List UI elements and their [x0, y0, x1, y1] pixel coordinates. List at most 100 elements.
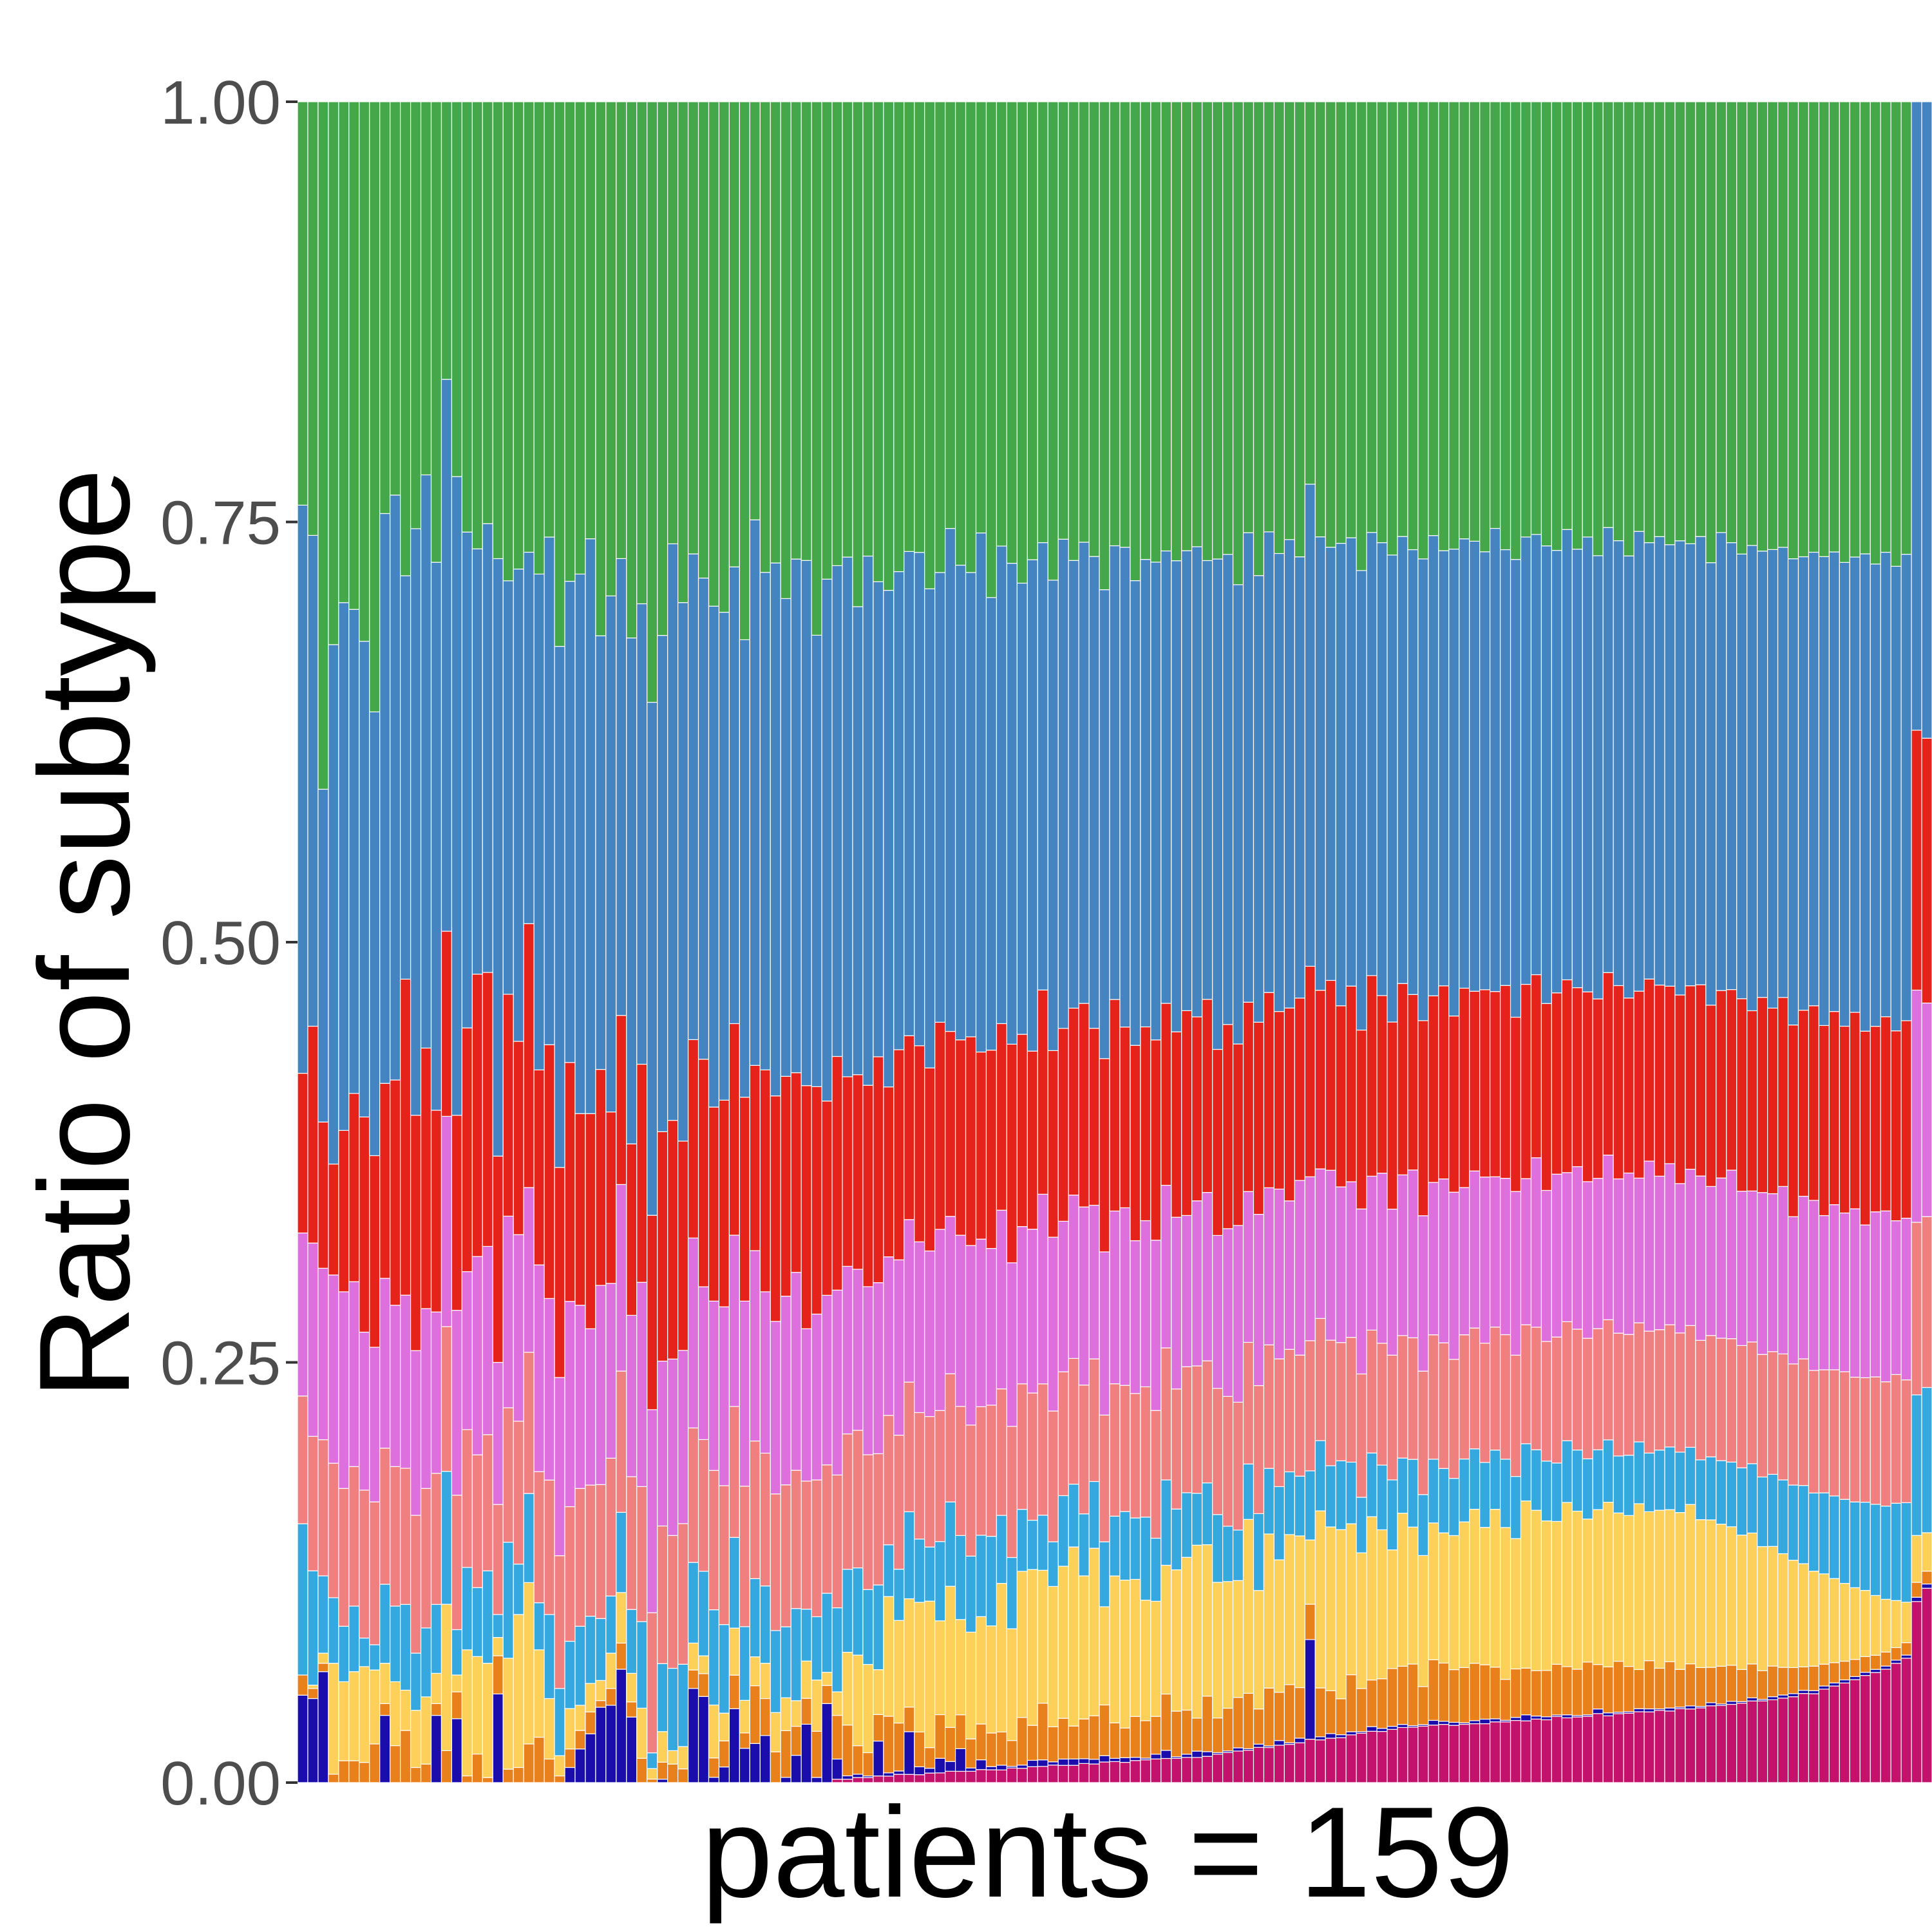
bar-segment-77-9: [1088, 101, 1100, 557]
bar-segment-40-3: [708, 1704, 720, 1759]
bar-segment-157-2: [1911, 1582, 1922, 1598]
bar-segment-64-1: [954, 1748, 967, 1772]
bar-segment-152-4: [1859, 1501, 1871, 1591]
bar-segment-112-9: [1448, 101, 1460, 550]
bar-segment-28-7: [585, 1113, 596, 1329]
bar-segment-91-5: [1232, 1401, 1244, 1531]
bar-segment-152-5: [1859, 1377, 1871, 1503]
bar-segment-130-4: [1633, 1441, 1645, 1504]
bar-segment-27-1: [574, 1748, 586, 1783]
bar-segment-144-4: [1777, 1479, 1789, 1555]
bar-segment-21-4: [513, 1564, 524, 1615]
bar-segment-27-4: [574, 1625, 586, 1706]
bar-segment-153-5: [1870, 1376, 1881, 1505]
bar-segment-88-6: [1202, 1192, 1213, 1361]
bar-segment-113-9: [1459, 101, 1470, 540]
bar-segment-70-6: [1016, 1226, 1028, 1385]
bar-segment-155-9: [1890, 101, 1902, 567]
bar-segment-77-3: [1088, 1548, 1100, 1716]
bar-segment-29-2: [595, 1700, 607, 1708]
bar-segment-75-2: [1068, 1725, 1079, 1760]
bar-segment-20-8: [502, 580, 514, 995]
bar-segment-127-0: [1602, 1715, 1614, 1783]
bar-segment-154-8: [1880, 551, 1891, 1018]
bar-segment-20-3: [502, 1658, 514, 1770]
bar-segment-116-0: [1490, 1721, 1501, 1783]
y-axis-title: Ratio of subtype: [13, 468, 156, 1399]
bar-segment-105-7: [1376, 995, 1388, 1174]
bar-segment-19-2: [492, 1655, 504, 1694]
bar-segment-76-9: [1078, 101, 1090, 543]
bar-segment-101-9: [1335, 101, 1347, 544]
bar-segment-35-6: [657, 1360, 668, 1527]
bar-segment-154-9: [1880, 101, 1891, 553]
bar-segment-126-9: [1592, 101, 1604, 556]
bar-segment-94-4: [1263, 1468, 1275, 1535]
bar-segment-88-8: [1202, 560, 1213, 1000]
bar-segment-5-5: [348, 1466, 360, 1607]
bar-segment-42-2: [728, 1674, 740, 1709]
bar-segment-130-5: [1633, 1322, 1645, 1443]
bar-segment-114-8: [1469, 540, 1481, 992]
bar-segment-118-5: [1510, 1354, 1522, 1477]
bar-segment-51-4: [821, 1593, 833, 1673]
bar-segment-145-8: [1787, 558, 1799, 1026]
bar-segment-45-5: [759, 1452, 771, 1587]
bar-segment-151-2: [1849, 1659, 1861, 1677]
bar-segment-62-2: [934, 1714, 946, 1759]
bar-segment-92-2: [1242, 1692, 1255, 1750]
bar-segment-111-7: [1438, 985, 1450, 1180]
bar-segment-88-4: [1202, 1482, 1213, 1546]
bar-segment-73-6: [1047, 1236, 1059, 1412]
bar-segment-55-5: [862, 1454, 874, 1590]
bar-segment-49-3: [800, 1660, 812, 1699]
bar-segment-51-7: [821, 1101, 833, 1296]
bar-segment-113-3: [1459, 1521, 1470, 1668]
bar-segment-144-3: [1777, 1553, 1789, 1668]
bar-segment-107-9: [1397, 101, 1408, 537]
bar-segment-105-4: [1376, 1464, 1388, 1531]
bar-segment-135-6: [1685, 1168, 1696, 1326]
bar-segment-96-4: [1283, 1471, 1295, 1535]
bar-segment-138-4: [1716, 1460, 1727, 1525]
bar-segment-36-7: [667, 1120, 679, 1359]
bar-segment-98-0: [1304, 1739, 1316, 1783]
bar-segment-154-2: [1880, 1651, 1891, 1667]
bar-segment-20-7: [502, 994, 514, 1217]
bar-segment-23-7: [533, 1069, 545, 1265]
bar-segment-22-3: [523, 1582, 535, 1745]
bar-segment-98-2: [1304, 1604, 1316, 1640]
bar-segment-71-8: [1027, 559, 1038, 1052]
bar-segment-105-1: [1376, 1728, 1388, 1732]
bar-segment-150-0: [1839, 1682, 1850, 1783]
bar-segment-148-1: [1818, 1685, 1830, 1690]
bar-segment-98-9: [1304, 101, 1316, 485]
bar-segment-48-5: [790, 1470, 802, 1609]
bar-segment-143-6: [1767, 1193, 1779, 1352]
bar-segment-26-7: [564, 1062, 576, 1302]
bar-segment-96-2: [1283, 1684, 1295, 1743]
bar-segment-62-9: [934, 101, 946, 573]
bar-segment-119-0: [1520, 1720, 1532, 1783]
bar-segment-145-9: [1787, 101, 1799, 560]
bar-segment-77-7: [1088, 1028, 1100, 1206]
bar-segment-75-5: [1068, 1358, 1079, 1485]
bar-segment-39-8: [697, 577, 710, 1060]
bar-segment-137-0: [1705, 1705, 1717, 1783]
bar-segment-63-8: [945, 527, 956, 1032]
bar-segment-40-7: [708, 1106, 720, 1302]
bar-segment-35-5: [657, 1525, 668, 1664]
bar-segment-110-6: [1428, 1182, 1439, 1336]
bar-segment-65-2: [965, 1738, 977, 1768]
bar-segment-26-5: [564, 1506, 576, 1642]
bar-segment-149-6: [1828, 1204, 1840, 1370]
bar-segment-140-6: [1736, 1191, 1748, 1346]
bar-segment-76-8: [1078, 542, 1090, 1004]
bar-segment-28-6: [585, 1328, 596, 1486]
bar-segment-19-4: [492, 1614, 504, 1638]
bar-segment-89-8: [1212, 558, 1224, 1050]
bar-segment-57-5: [883, 1415, 895, 1546]
bar-segment-43-3: [739, 1700, 750, 1734]
bar-segment-91-1: [1232, 1747, 1244, 1752]
bar-segment-42-9: [728, 101, 740, 567]
